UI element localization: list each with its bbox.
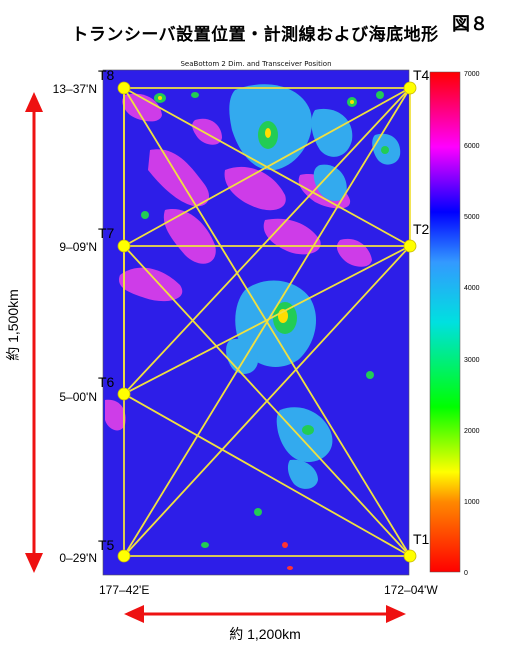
figure-number: 図８ xyxy=(452,14,488,35)
station-label-t8: T8 xyxy=(98,67,115,83)
lon-label: 172‒04'W xyxy=(384,583,438,597)
page-title: トランシーバ設置位置・計測線および海底地形 xyxy=(71,25,439,45)
station-label-t4: T4 xyxy=(413,67,430,83)
seafloor-features xyxy=(105,84,401,570)
station-marker-t7 xyxy=(117,239,131,253)
horizontal-distance-label: 約 1,200km xyxy=(229,626,301,642)
vertical-distance-arrow: 約 1,500km xyxy=(5,92,43,573)
depth-colorbar: 7000 6000 5000 4000 3000 2000 1000 0 xyxy=(429,71,480,577)
station-marker-t1 xyxy=(403,549,417,563)
measurement-lines xyxy=(123,87,411,557)
lat-label: 9‒09'N xyxy=(59,240,97,254)
station-marker-t2 xyxy=(403,239,417,253)
measurement-line-t4-t7 xyxy=(123,87,411,247)
measurement-line-t4-t6 xyxy=(123,87,411,395)
lat-label: 0‒29'N xyxy=(59,551,97,565)
map-frame xyxy=(102,69,410,576)
colorbar-ticks: 7000 6000 5000 4000 3000 2000 1000 0 xyxy=(464,71,480,577)
arrow-up-icon xyxy=(25,92,43,112)
colorbar-scale xyxy=(429,71,461,573)
station-marker-t5 xyxy=(117,549,131,563)
lon-label: 177‒42'E xyxy=(99,583,149,597)
longitude-labels: 177‒42'E 172‒04'W xyxy=(99,583,438,597)
measurement-line-t2-t5 xyxy=(123,245,411,557)
colorbar-tick: 1000 xyxy=(464,499,480,506)
colorbar-tick: 3000 xyxy=(464,357,480,364)
transceiver-stations xyxy=(117,81,417,563)
measurement-line-t6-t1 xyxy=(123,393,411,557)
colorbar-tick: 7000 xyxy=(464,71,480,78)
arrow-down-icon xyxy=(25,553,43,573)
seamount-tops xyxy=(282,542,293,570)
vertical-distance-label: 約 1,500km xyxy=(5,289,21,361)
horizontal-distance-arrow: 約 1,200km xyxy=(124,605,406,642)
lat-label: 5‒00'N xyxy=(59,390,97,404)
colorbar-tick: 5000 xyxy=(464,214,480,221)
station-label-t2: T2 xyxy=(413,221,430,237)
measurement-line-t4-t5 xyxy=(123,87,411,557)
station-label-t6: T6 xyxy=(98,374,115,390)
arrow-right-icon xyxy=(386,605,406,623)
colorbar-tick: 4000 xyxy=(464,285,480,292)
lat-label: 13‒37'N xyxy=(53,82,97,96)
station-labels: T8 T4 T7 T2 T6 T5 T1 xyxy=(98,67,430,553)
map-title: SeaBottom 2 Dim. and Transceiver Positio… xyxy=(180,60,332,68)
peak-zones xyxy=(141,91,389,548)
colorbar-tick: 0 xyxy=(464,570,468,577)
station-marker-t8 xyxy=(117,81,131,95)
arrow-left-icon xyxy=(124,605,144,623)
latitude-labels: 13‒37'N 9‒09'N 5‒00'N 0‒29'N xyxy=(53,82,97,565)
station-marker-t4 xyxy=(403,81,417,95)
station-label-t1: T1 xyxy=(413,531,430,547)
station-marker-t6 xyxy=(117,387,131,401)
station-label-t7: T7 xyxy=(98,225,115,241)
colorbar-tick: 2000 xyxy=(464,428,480,435)
colorbar-tick: 6000 xyxy=(464,143,480,150)
station-label-t5: T5 xyxy=(98,537,115,553)
measurement-line-t2-t6 xyxy=(123,245,411,395)
